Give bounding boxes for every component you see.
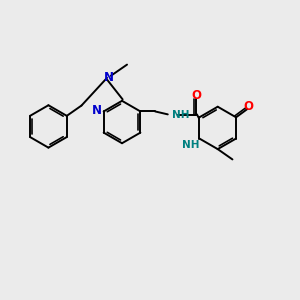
Text: N: N [104,71,114,84]
Text: O: O [243,100,254,113]
Text: NH: NH [182,140,200,150]
Text: NH: NH [172,110,189,120]
Text: N: N [92,104,102,117]
Text: O: O [191,89,201,102]
